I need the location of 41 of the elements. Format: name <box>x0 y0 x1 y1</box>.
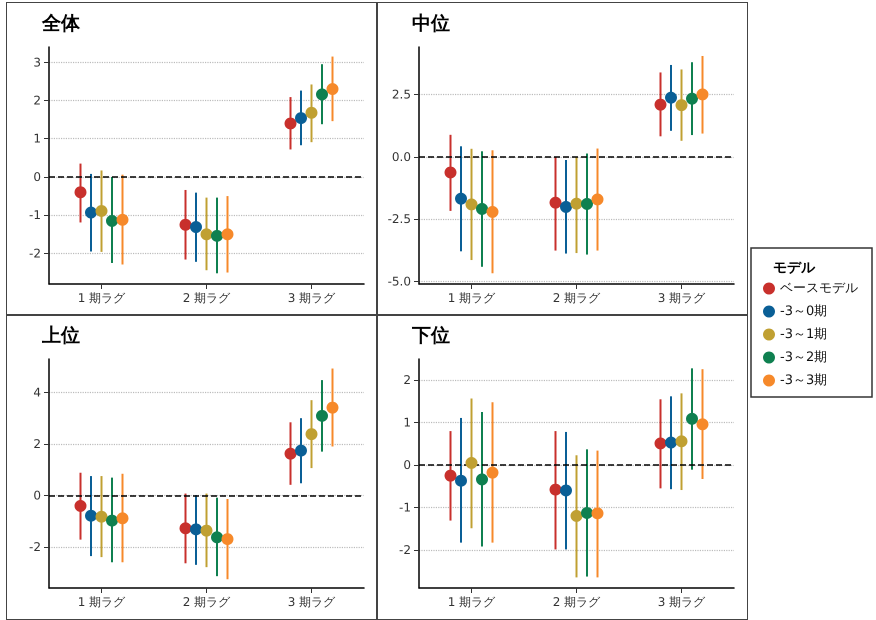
chart-title: 全体 <box>41 12 81 34</box>
y-tick-label: -2 <box>29 540 41 554</box>
x-tick-label: 3 期ラグ <box>658 291 706 305</box>
legend-label: -3～3期 <box>780 373 828 388</box>
legend-label: -3～1期 <box>780 327 828 342</box>
legend-title: モデル <box>773 260 816 276</box>
legend-label: -3～2期 <box>780 350 828 365</box>
x-tick-label: 1 期ラグ <box>78 291 126 305</box>
y-tick-label: 0 <box>33 170 41 184</box>
legend-label: -3～0期 <box>780 304 828 319</box>
x-tick-label: 3 期ラグ <box>288 291 336 305</box>
y-tick-label: -1 <box>399 500 411 514</box>
y-tick-label: 2.5 <box>392 87 411 102</box>
y-tick-label: -2 <box>29 246 41 260</box>
x-tick-label: 1 期ラグ <box>448 291 496 305</box>
y-tick-label: 0 <box>403 458 411 472</box>
x-tick-label: 3 期ラグ <box>658 595 706 609</box>
x-tick-label: 2 期ラグ <box>552 595 602 609</box>
y-tick-label: 1 <box>33 132 41 146</box>
x-tick-label: 2 期ラグ <box>182 291 232 305</box>
x-tick-label: 2 期ラグ <box>552 291 602 305</box>
x-tick-label: 3 期ラグ <box>288 595 336 609</box>
y-tick-label: 1 <box>403 416 411 430</box>
y-tick-label: -2 <box>399 542 411 557</box>
legend-label: ベースモデル <box>780 281 858 296</box>
x-tick-label: 2 期ラグ <box>182 595 232 609</box>
chart-title: 中位 <box>412 12 450 34</box>
x-tick-label: 1 期ラグ <box>78 595 126 609</box>
y-tick-label: -2.5 <box>388 212 411 226</box>
y-tick-label: 3 <box>33 55 41 70</box>
chart-title: 上位 <box>41 324 80 346</box>
y-tick-label: 2 <box>403 373 411 388</box>
y-tick-label: 0 <box>33 488 41 502</box>
x-tick-label: 1 期ラグ <box>448 595 496 609</box>
y-tick-label: 2 <box>33 436 41 451</box>
y-tick-label: 4 <box>33 385 41 400</box>
y-tick-label: 2 <box>33 94 41 108</box>
y-tick-label: -1 <box>29 208 41 222</box>
chart-title: 下位 <box>411 324 450 346</box>
y-tick-label: 0.0 <box>392 150 411 164</box>
y-tick-label: -5.0 <box>388 274 411 289</box>
